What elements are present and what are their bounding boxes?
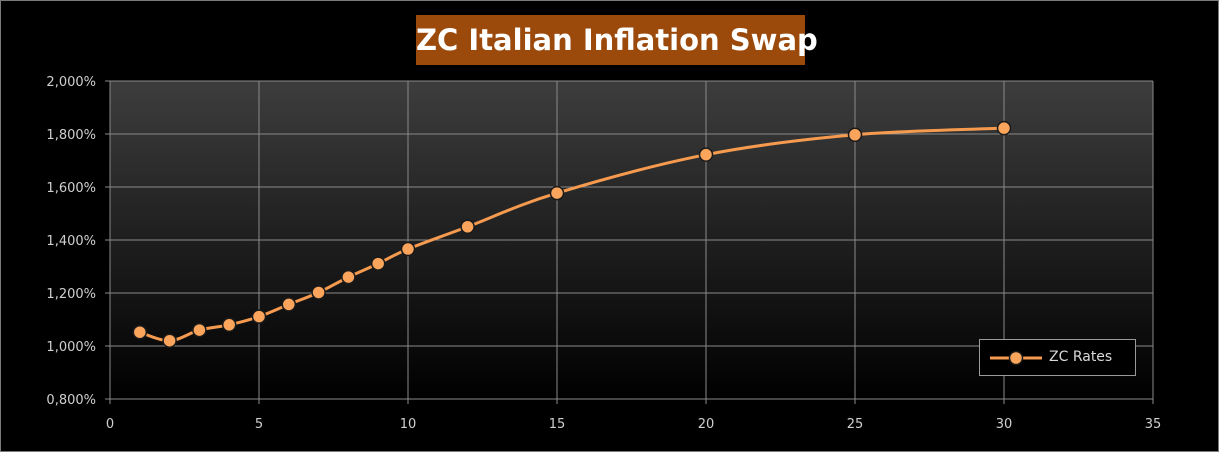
x-tick-label: 35 [1145,417,1162,432]
y-tick-label: 1,200% [46,287,96,302]
x-tick-label: 10 [400,417,417,432]
y-tick-label: 1,000% [46,340,96,355]
y-tick-label: 0,800% [46,393,96,408]
x-tick-label: 5 [255,417,263,432]
x-tick-label: 0 [106,417,114,432]
data-point [192,322,207,338]
legend: ZC Rates [979,339,1136,376]
y-tick-label: 1,600% [46,181,96,196]
x-tick-label: 30 [996,417,1013,432]
data-point [281,297,297,312]
data-point [847,127,863,143]
legend-swatch-icon [990,350,1042,366]
y-tick-label: 2,000% [46,75,96,90]
x-tick-label: 25 [847,417,864,432]
data-point [549,185,565,201]
data-point [370,256,386,271]
data-point [996,120,1012,136]
data-point [221,317,237,333]
data-point [251,309,267,324]
data-point [311,285,326,300]
series-zc-rates [132,120,1012,348]
x-tick-label: 20 [698,417,715,432]
legend-label: ZC Rates [1049,349,1113,365]
y-tick-label: 1,800% [46,128,96,143]
x-tick-label: 15 [549,417,566,432]
chart-title: ZC Italian Inflation Swap [416,15,818,65]
data-point [132,324,148,340]
y-tick-label: 1,400% [46,234,96,249]
data-point [341,269,356,285]
data-point [162,333,177,348]
data-point [698,147,714,162]
axes: 0,800% 1,000% 1,200% 1,400% 1,600% 1,800% 2,00… [46,75,1161,432]
legend-marker [1008,350,1024,366]
data-point [460,219,475,234]
data-point [400,241,416,257]
